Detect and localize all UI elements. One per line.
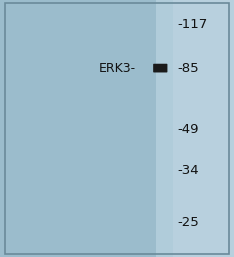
Bar — [173, 0, 234, 257]
Text: -85: -85 — [178, 62, 199, 75]
Text: -34: -34 — [178, 164, 199, 177]
Text: ERK3-: ERK3- — [99, 62, 136, 75]
FancyBboxPatch shape — [153, 64, 168, 72]
Text: -25: -25 — [178, 216, 200, 229]
Text: -49: -49 — [178, 123, 199, 136]
Bar — [156, 0, 173, 257]
Text: -117: -117 — [178, 18, 208, 31]
